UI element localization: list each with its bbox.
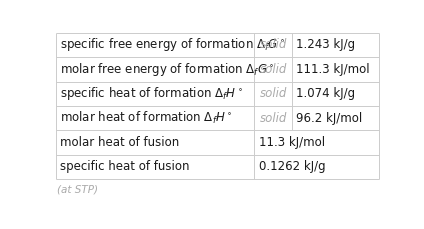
Text: molar free energy of formation $\Delta_f G^\circ$: molar free energy of formation $\Delta_f… — [60, 61, 274, 78]
Text: solid: solid — [259, 63, 287, 76]
Text: solid: solid — [259, 87, 287, 100]
Text: 1.243 kJ/g: 1.243 kJ/g — [296, 38, 355, 52]
Text: molar heat of fusion: molar heat of fusion — [60, 136, 179, 149]
Text: molar heat of formation $\Delta_f H^\circ$: molar heat of formation $\Delta_f H^\cir… — [60, 110, 232, 126]
Text: solid: solid — [259, 38, 287, 52]
Text: specific heat of fusion: specific heat of fusion — [60, 161, 190, 173]
Text: 1.074 kJ/g: 1.074 kJ/g — [296, 87, 355, 100]
Text: specific heat of formation $\Delta_f H^\circ$: specific heat of formation $\Delta_f H^\… — [60, 85, 243, 102]
Text: 11.3 kJ/mol: 11.3 kJ/mol — [259, 136, 325, 149]
Text: 0.1262 kJ/g: 0.1262 kJ/g — [259, 161, 325, 173]
Text: 111.3 kJ/mol: 111.3 kJ/mol — [296, 63, 370, 76]
Text: solid: solid — [259, 112, 287, 125]
Text: specific free energy of formation $\Delta_f G^\circ$: specific free energy of formation $\Delt… — [60, 36, 285, 53]
Text: 96.2 kJ/mol: 96.2 kJ/mol — [296, 112, 362, 125]
Text: (at STP): (at STP) — [57, 185, 98, 195]
